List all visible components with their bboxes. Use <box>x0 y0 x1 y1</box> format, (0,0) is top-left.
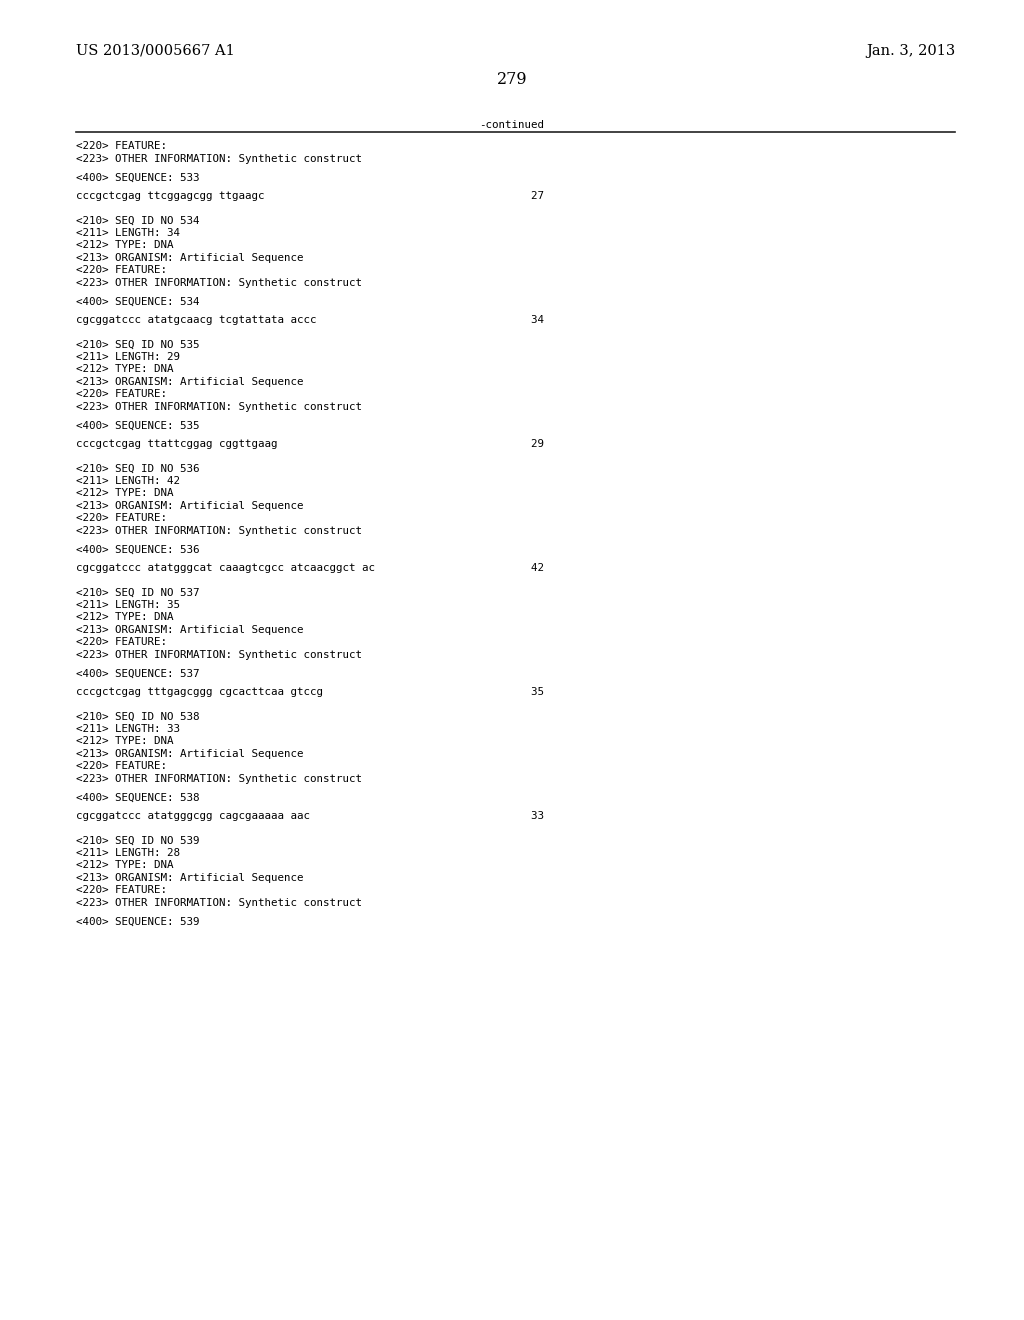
Text: <212> TYPE: DNA: <212> TYPE: DNA <box>76 240 173 251</box>
Text: <211> LENGTH: 29: <211> LENGTH: 29 <box>76 351 180 362</box>
Text: <210> SEQ ID NO 537: <210> SEQ ID NO 537 <box>76 587 200 597</box>
Text: <211> LENGTH: 34: <211> LENGTH: 34 <box>76 228 180 238</box>
Text: <223> OTHER INFORMATION: Synthetic construct: <223> OTHER INFORMATION: Synthetic const… <box>76 898 361 908</box>
Text: <212> TYPE: DNA: <212> TYPE: DNA <box>76 488 173 498</box>
Text: <400> SEQUENCE: 534: <400> SEQUENCE: 534 <box>76 296 200 306</box>
Text: <223> OTHER INFORMATION: Synthetic construct: <223> OTHER INFORMATION: Synthetic const… <box>76 153 361 164</box>
Text: <223> OTHER INFORMATION: Synthetic construct: <223> OTHER INFORMATION: Synthetic const… <box>76 525 361 536</box>
Text: <223> OTHER INFORMATION: Synthetic construct: <223> OTHER INFORMATION: Synthetic const… <box>76 401 361 412</box>
Text: US 2013/0005667 A1: US 2013/0005667 A1 <box>76 44 234 58</box>
Text: <213> ORGANISM: Artificial Sequence: <213> ORGANISM: Artificial Sequence <box>76 873 303 883</box>
Text: <400> SEQUENCE: 539: <400> SEQUENCE: 539 <box>76 916 200 927</box>
Text: <213> ORGANISM: Artificial Sequence: <213> ORGANISM: Artificial Sequence <box>76 624 303 635</box>
Text: <220> FEATURE:: <220> FEATURE: <box>76 389 167 399</box>
Text: <223> OTHER INFORMATION: Synthetic construct: <223> OTHER INFORMATION: Synthetic const… <box>76 774 361 784</box>
Text: cgcggatccc atatgggcgg cagcgaaaaa aac                                  33: cgcggatccc atatgggcgg cagcgaaaaa aac 33 <box>76 810 544 821</box>
Text: <211> LENGTH: 28: <211> LENGTH: 28 <box>76 847 180 858</box>
Text: -continued: -continued <box>479 120 545 131</box>
Text: <210> SEQ ID NO 539: <210> SEQ ID NO 539 <box>76 836 200 845</box>
Text: cgcggatccc atatgcaacg tcgtattata accc                                 34: cgcggatccc atatgcaacg tcgtattata accc 34 <box>76 314 544 325</box>
Text: <210> SEQ ID NO 536: <210> SEQ ID NO 536 <box>76 463 200 474</box>
Text: 279: 279 <box>497 71 527 88</box>
Text: <213> ORGANISM: Artificial Sequence: <213> ORGANISM: Artificial Sequence <box>76 376 303 387</box>
Text: <223> OTHER INFORMATION: Synthetic construct: <223> OTHER INFORMATION: Synthetic const… <box>76 649 361 660</box>
Text: cccgctcgag ttcggagcgg ttgaagc                                         27: cccgctcgag ttcggagcgg ttgaagc 27 <box>76 190 544 201</box>
Text: <210> SEQ ID NO 535: <210> SEQ ID NO 535 <box>76 339 200 350</box>
Text: <220> FEATURE:: <220> FEATURE: <box>76 886 167 895</box>
Text: <400> SEQUENCE: 536: <400> SEQUENCE: 536 <box>76 544 200 554</box>
Text: <211> LENGTH: 35: <211> LENGTH: 35 <box>76 599 180 610</box>
Text: cgcggatccc atatgggcat caaagtcgcc atcaacggct ac                        42: cgcggatccc atatgggcat caaagtcgcc atcaacg… <box>76 562 544 573</box>
Text: <212> TYPE: DNA: <212> TYPE: DNA <box>76 364 173 375</box>
Text: <400> SEQUENCE: 538: <400> SEQUENCE: 538 <box>76 792 200 803</box>
Text: <220> FEATURE:: <220> FEATURE: <box>76 513 167 523</box>
Text: <400> SEQUENCE: 535: <400> SEQUENCE: 535 <box>76 420 200 430</box>
Text: <220> FEATURE:: <220> FEATURE: <box>76 638 167 647</box>
Text: <213> ORGANISM: Artificial Sequence: <213> ORGANISM: Artificial Sequence <box>76 252 303 263</box>
Text: <212> TYPE: DNA: <212> TYPE: DNA <box>76 737 173 746</box>
Text: cccgctcgag ttattcggag cggttgaag                                       29: cccgctcgag ttattcggag cggttgaag 29 <box>76 438 544 449</box>
Text: <211> LENGTH: 42: <211> LENGTH: 42 <box>76 475 180 486</box>
Text: cccgctcgag tttgagcggg cgcacttcaa gtccg                                35: cccgctcgag tttgagcggg cgcacttcaa gtccg 3… <box>76 686 544 697</box>
Text: <210> SEQ ID NO 534: <210> SEQ ID NO 534 <box>76 215 200 226</box>
Text: <212> TYPE: DNA: <212> TYPE: DNA <box>76 861 173 870</box>
Text: <210> SEQ ID NO 538: <210> SEQ ID NO 538 <box>76 711 200 721</box>
Text: <220> FEATURE:: <220> FEATURE: <box>76 265 167 276</box>
Text: <212> TYPE: DNA: <212> TYPE: DNA <box>76 612 173 622</box>
Text: <211> LENGTH: 33: <211> LENGTH: 33 <box>76 723 180 734</box>
Text: Jan. 3, 2013: Jan. 3, 2013 <box>866 44 955 58</box>
Text: <400> SEQUENCE: 537: <400> SEQUENCE: 537 <box>76 668 200 678</box>
Text: <220> FEATURE:: <220> FEATURE: <box>76 762 167 771</box>
Text: <213> ORGANISM: Artificial Sequence: <213> ORGANISM: Artificial Sequence <box>76 748 303 759</box>
Text: <223> OTHER INFORMATION: Synthetic construct: <223> OTHER INFORMATION: Synthetic const… <box>76 277 361 288</box>
Text: <400> SEQUENCE: 533: <400> SEQUENCE: 533 <box>76 172 200 182</box>
Text: <213> ORGANISM: Artificial Sequence: <213> ORGANISM: Artificial Sequence <box>76 500 303 511</box>
Text: <220> FEATURE:: <220> FEATURE: <box>76 141 167 152</box>
